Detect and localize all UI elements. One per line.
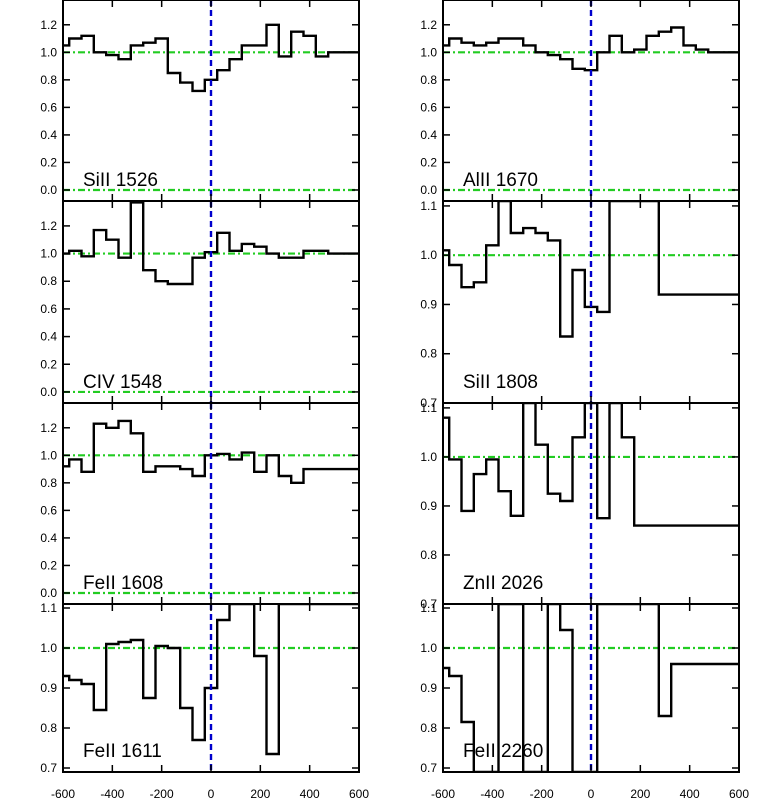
y-tick-label: 0.9 (420, 297, 437, 311)
y-tick-label: 0.8 (40, 73, 57, 87)
x-tick-label: 0 (588, 787, 595, 801)
y-tick-label: 0.4 (40, 128, 57, 142)
y-tick-label: 1.2 (420, 18, 437, 32)
panel-0: 0.0 0.2 0.4 0.6 0.8 1.0 1.2 SiII 1526 (40, 0, 360, 202)
x-tick-label: 0 (208, 787, 215, 801)
y-tick-label: 0.4 (40, 330, 57, 344)
x-tick-label: -400 (480, 787, 504, 801)
panel-label: SiII 1808 (463, 372, 538, 393)
x-tick-label: 400 (300, 787, 320, 801)
y-tick-label: 0.2 (40, 357, 57, 371)
panel-2: 0.0 0.2 0.4 0.6 0.8 1.0 1.2 CIV 1548 (40, 200, 360, 404)
y-tick-label: 1.0 (420, 641, 437, 655)
spectrum-trace (63, 201, 359, 286)
y-tick-label: 0.8 (420, 548, 437, 562)
y-tick-label: 1.0 (420, 248, 437, 262)
panel-label: ZnII 2026 (463, 573, 543, 594)
panel-label: SiII 1526 (83, 170, 158, 191)
x-tick-label: 600 (729, 787, 749, 801)
panel-3: 0.7 0.8 0.9 1.0 1.1 SiII 1808 (420, 199, 740, 410)
y-tick-label: 1.0 (420, 45, 437, 59)
panel-4: 0.0 0.2 0.4 0.6 0.8 1.0 1.2 FeII 1608 (40, 402, 360, 605)
y-tick-label: 0.2 (420, 155, 437, 169)
spectrum-trace (443, 201, 739, 338)
y-tick-label: 0.8 (40, 476, 57, 490)
x-axis-labels-0: -600 -400 -200 0 200 400 600 (51, 787, 369, 801)
x-axis-labels-1: -600 -400 -200 0 200 400 600 (431, 787, 749, 801)
panel-5: 0.7 0.8 0.9 1.0 1.1 ZnII 2026 (420, 401, 740, 611)
y-tick-label: 0.9 (420, 499, 437, 513)
y-tick-label: 1.1 (40, 601, 57, 615)
y-tick-label: 1.0 (40, 45, 57, 59)
y-tick-label: 0.6 (420, 100, 437, 114)
y-tick-label: 1.0 (40, 641, 57, 655)
y-tick-label: 0.0 (40, 183, 57, 197)
panel-label: CIV 1548 (83, 372, 162, 393)
spectrum-trace (443, 604, 739, 772)
y-tick-label: 0.8 (420, 721, 437, 735)
panel-label: FeII 2260 (463, 741, 543, 762)
x-tick-label: -600 (51, 787, 75, 801)
spectrum-trace (63, 604, 359, 756)
y-tick-label: 1.0 (40, 247, 57, 261)
y-tick-label: 0.0 (40, 586, 57, 600)
panel-7: 0.7 0.8 0.9 1.0 1.1 FeII 2260 (420, 601, 740, 775)
y-tick-label: 0.9 (420, 681, 437, 695)
y-tick-label: 0.8 (420, 73, 437, 87)
y-tick-label: 0.8 (40, 274, 57, 288)
panel-label: AlII 1670 (463, 170, 538, 191)
y-tick-label: 1.0 (420, 450, 437, 464)
y-tick-label: 0.7 (420, 597, 437, 611)
y-tick-label: 0.6 (40, 100, 57, 114)
y-tick-label: 0.8 (420, 347, 437, 361)
panel-label: FeII 1608 (83, 573, 163, 594)
x-tick-label: 200 (630, 787, 650, 801)
panel-1: 0.0 0.2 0.4 0.6 0.8 1.0 1.2 AlII 1670 (420, 0, 740, 202)
x-tick-label: -600 (431, 787, 455, 801)
x-tick-label: -200 (530, 787, 554, 801)
y-tick-label: 0.2 (40, 558, 57, 572)
y-tick-label: 0.4 (420, 128, 437, 142)
y-tick-label: 0.6 (40, 302, 57, 316)
spectrum-trace (63, 419, 359, 484)
y-tick-label: 0.7 (40, 761, 57, 775)
y-tick-label: 0.7 (420, 761, 437, 775)
y-tick-label: 1.2 (40, 421, 57, 435)
y-tick-label: 1.1 (420, 601, 437, 615)
y-tick-label: 0.2 (40, 155, 57, 169)
x-tick-label: -400 (100, 787, 124, 801)
spectrum-trace (443, 403, 739, 527)
spectrum-trace (443, 26, 739, 72)
x-tick-label: 400 (680, 787, 700, 801)
spectrum-trace (63, 23, 359, 93)
panel-6: 0.7 0.8 0.9 1.0 1.1 FeII 1611 (40, 601, 360, 775)
y-tick-label: 1.2 (40, 219, 57, 233)
y-tick-label: 0.4 (40, 531, 57, 545)
y-tick-label: 0.8 (40, 721, 57, 735)
y-tick-label: 0.9 (40, 681, 57, 695)
y-tick-label: 0.7 (420, 396, 437, 410)
panel-label: FeII 1611 (83, 741, 162, 762)
y-tick-label: 0.6 (40, 503, 57, 517)
y-tick-label: 1.1 (420, 401, 437, 415)
x-tick-label: -200 (150, 787, 174, 801)
x-tick-label: 600 (349, 787, 369, 801)
x-tick-label: 200 (250, 787, 270, 801)
y-tick-label: 1.0 (40, 448, 57, 462)
y-tick-label: 1.1 (420, 199, 437, 213)
y-tick-label: 0.0 (40, 385, 57, 399)
y-tick-label: 1.2 (40, 18, 57, 32)
y-tick-label: 0.0 (420, 183, 437, 197)
